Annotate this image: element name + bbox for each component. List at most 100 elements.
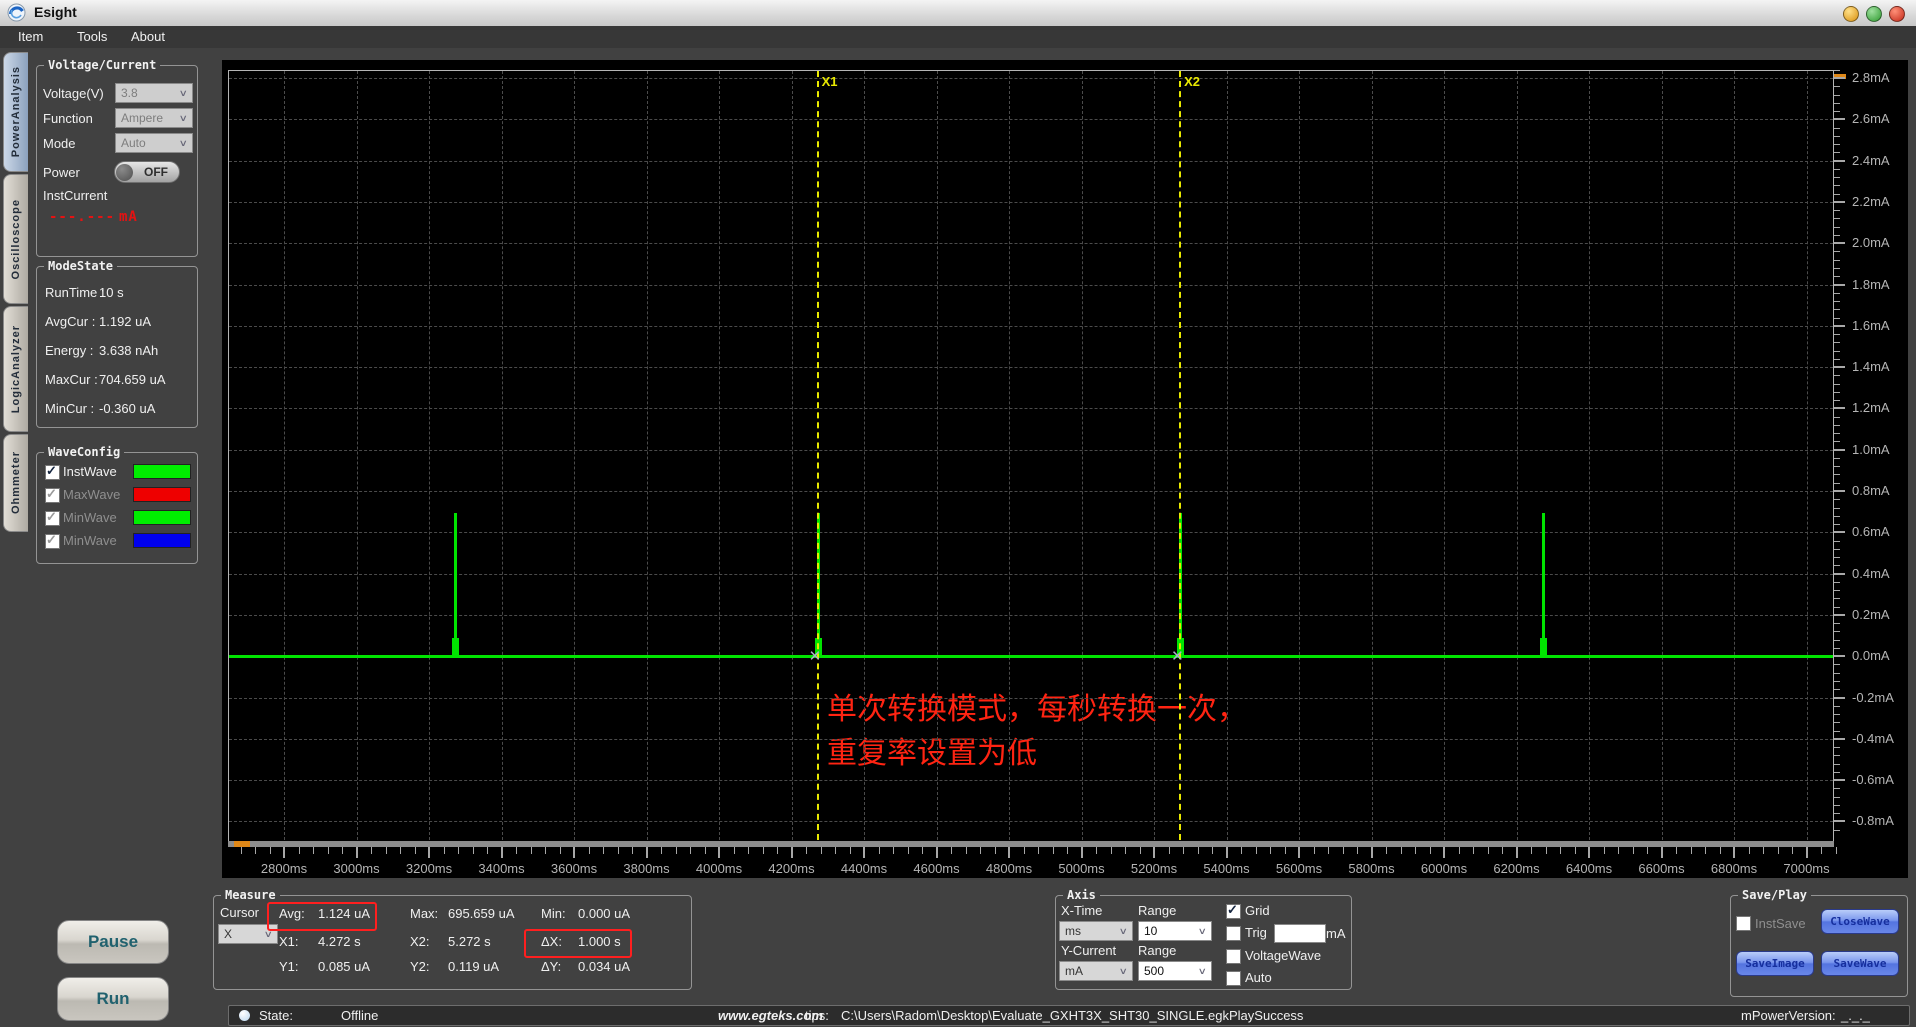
- y-axis-minor-tick: [1834, 144, 1840, 146]
- website-link[interactable]: www.egteks.com: [718, 1008, 823, 1023]
- select-label: Mode: [43, 136, 76, 151]
- axis-checkbox-grid[interactable]: ✓: [1226, 902, 1241, 919]
- sidebar-tab-logicanalyzer[interactable]: LogicAnalyzer: [3, 306, 28, 432]
- tips-label: tips:: [805, 1008, 829, 1023]
- cursor-line-x2[interactable]: [1179, 71, 1182, 840]
- wave-label: InstWave: [63, 464, 117, 479]
- x-axis-minor-tick: [1139, 847, 1141, 854]
- highlight-box-dx: [524, 929, 632, 958]
- axis-checkbox-voltagewave[interactable]: [1226, 949, 1241, 964]
- x-axis-label: 5000ms: [1058, 861, 1105, 876]
- save-image-button[interactable]: SaveImage: [1736, 951, 1814, 976]
- x-axis-minor-tick: [1777, 847, 1779, 854]
- x-axis-minor-tick: [1284, 847, 1286, 854]
- x-axis-minor-tick: [1821, 847, 1822, 854]
- trig-threshold-input[interactable]: [1274, 924, 1326, 943]
- x-axis-major-tick: [863, 847, 865, 858]
- y-axis-major-tick: [1834, 613, 1845, 616]
- waveform-spike: [454, 512, 458, 657]
- y-axis-minor-tick: [1834, 680, 1840, 682]
- range1-select[interactable]: 10 ∨: [1138, 921, 1212, 941]
- y-axis-minor-tick: [1834, 193, 1840, 195]
- x-axis-minor-tick: [1835, 847, 1837, 854]
- wave-color-swatch: [133, 464, 191, 479]
- power-label: Power: [43, 165, 80, 180]
- y-axis-minor-tick: [1834, 317, 1840, 319]
- x-axis-label: 6800ms: [1710, 861, 1758, 876]
- grid-line-horizontal: [229, 738, 1833, 740]
- sidebar-tab-oscilloscope[interactable]: Oscilloscope: [3, 174, 28, 304]
- power-toggle[interactable]: OFF: [114, 161, 180, 183]
- wave-checkbox-instwave-0[interactable]: ✓: [45, 463, 60, 480]
- chevron-down-icon: ∨: [1119, 925, 1129, 936]
- x-axis-minor-tick: [1038, 847, 1039, 854]
- x-axis-label: 5600ms: [1275, 861, 1323, 876]
- close-wave-button[interactable]: CloseWave: [1821, 909, 1899, 934]
- y-axis-major-tick: [1834, 779, 1845, 782]
- y-axis-minor-tick: [1834, 292, 1840, 294]
- y-axis-minor-tick: [1834, 548, 1840, 550]
- y-axis-minor-tick: [1834, 705, 1840, 707]
- wave-config-panel: WaveConfig ✓ InstWave ✓ MaxWave ✓ MinWave ✓ Min…: [36, 445, 198, 564]
- x-axis-minor-tick: [269, 847, 271, 854]
- pause-button[interactable]: Pause: [57, 920, 169, 964]
- menu-item-item[interactable]: Item: [18, 29, 44, 44]
- grid-line-horizontal: [229, 367, 1833, 369]
- y-axis-label: 0.0mA: [1852, 648, 1890, 664]
- y-current-select[interactable]: mA ∨: [1059, 961, 1133, 981]
- grid-line-vertical: [1371, 71, 1373, 840]
- axis-checkbox-auto[interactable]: [1226, 971, 1241, 986]
- x-time-select[interactable]: ms ∨: [1059, 921, 1133, 941]
- run-button[interactable]: Run: [57, 977, 169, 1021]
- tips-value: C:\Users\Radom\Desktop\Evaluate_GXHT3X_S…: [841, 1008, 1304, 1023]
- inst-current-label: InstCurrent: [43, 188, 108, 203]
- y-axis-minor-tick: [1834, 755, 1840, 757]
- y-axis-minor-tick: [1834, 251, 1840, 253]
- axis-checkbox-trig[interactable]: [1226, 926, 1241, 941]
- x-axis-minor-tick: [1748, 847, 1750, 854]
- x-axis-minor-tick: [1632, 847, 1634, 854]
- x-axis-minor-tick: [240, 847, 242, 854]
- x-axis-label: 6000ms: [1420, 861, 1468, 876]
- max-label: Max:: [410, 906, 439, 921]
- sidebar-tab-poweranalysis[interactable]: PowerAnalysis: [3, 52, 28, 172]
- wave-checkbox-minwave-3[interactable]: ✓: [45, 532, 60, 549]
- x-axis-minor-tick: [1574, 847, 1576, 854]
- x-axis-minor-tick: [835, 847, 836, 854]
- wave-checkbox-minwave-2[interactable]: ✓: [45, 509, 60, 526]
- menu-item-tools[interactable]: Tools: [77, 29, 108, 44]
- range2-select[interactable]: 500 ∨: [1138, 961, 1212, 981]
- close-button[interactable]: [1889, 6, 1905, 22]
- y-axis-minor-tick: [1834, 722, 1840, 724]
- maximize-button[interactable]: [1866, 6, 1882, 22]
- sidebar-tab-ohmmeter[interactable]: Ohmmeter: [3, 434, 28, 532]
- x-axis-minor-tick: [748, 847, 749, 854]
- y-axis-minor-tick: [1834, 102, 1840, 104]
- cursor-select[interactable]: X ∨: [218, 924, 278, 944]
- menu-item-about[interactable]: About: [131, 29, 165, 44]
- x-axis-minor-tick: [878, 847, 880, 854]
- select-mode[interactable]: Auto ∨: [115, 133, 193, 153]
- select-voltagev[interactable]: 3.8 ∨: [115, 83, 193, 103]
- minimize-button[interactable]: [1843, 6, 1859, 22]
- y2-label: Y2:: [410, 959, 430, 974]
- wave-checkbox-maxwave-1[interactable]: ✓: [45, 486, 60, 503]
- y-axis-major-tick: [1834, 696, 1845, 699]
- x-axis-minor-tick: [893, 847, 894, 854]
- save-wave-button[interactable]: SaveWave: [1821, 951, 1899, 976]
- x-axis-minor-tick: [1690, 847, 1692, 854]
- x-axis-major-tick: [573, 847, 575, 858]
- y-axis-minor-tick: [1834, 111, 1840, 113]
- x-axis-major-tick: [1443, 847, 1445, 858]
- x-axis-minor-tick: [472, 847, 474, 854]
- y-axis-major-tick: [1834, 572, 1845, 575]
- cursor-line-x1[interactable]: [816, 71, 819, 840]
- inst-save-checkbox[interactable]: [1736, 916, 1751, 931]
- y-axis-label: 2.6mA: [1852, 111, 1890, 127]
- grid-line-vertical: [284, 71, 285, 840]
- waveform-chart[interactable]: 单次转换模式，每秒转换一次， 重复率设置为低 2800ms 3000ms 3200m…: [222, 60, 1908, 878]
- x2-label: X2:: [410, 934, 430, 949]
- x-axis-minor-tick: [690, 847, 691, 854]
- select-function[interactable]: Ampere ∨: [115, 108, 193, 128]
- y-axis-minor-tick: [1834, 689, 1840, 691]
